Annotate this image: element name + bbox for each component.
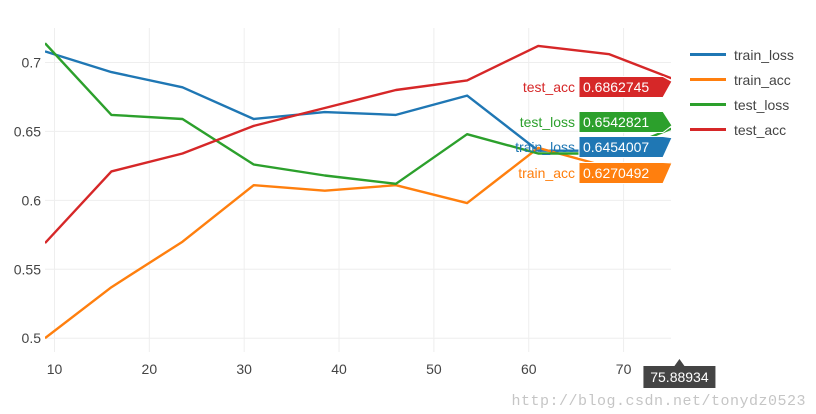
legend-label: train_acc: [734, 71, 791, 88]
series-line-train-loss: [45, 50, 671, 152]
series-line-train-acc: [45, 146, 671, 340]
legend-item-test-loss[interactable]: test_loss: [690, 92, 794, 117]
hover-name-test-acc: test_acc: [523, 79, 575, 95]
legend-item-test-acc[interactable]: test_acc: [690, 117, 794, 142]
series-line-test-loss: [45, 42, 671, 186]
hover-name-train-loss: train_loss: [515, 139, 575, 155]
legend-swatch: [690, 103, 726, 106]
x-tick-label: 10: [47, 361, 63, 377]
hover-value-test-acc: 0.6862745: [583, 79, 649, 95]
series-line-test-acc: [45, 44, 671, 244]
x-tick-label: 70: [616, 361, 632, 377]
hover-box-test-acc: [578, 76, 673, 98]
hover-value-train-loss: 0.6454007: [583, 139, 649, 155]
y-tick-label: 0.5: [22, 330, 42, 346]
hover-box-train-acc: [578, 162, 673, 184]
y-tick-label: 0.65: [14, 123, 41, 139]
x-tick-label: 40: [331, 361, 347, 377]
x-tick-label: 60: [521, 361, 537, 377]
y-tick-label: 0.6: [22, 192, 42, 208]
x-hover-box: [643, 359, 716, 388]
x-tick-label: 20: [142, 361, 158, 377]
legend: train_loss train_acc test_loss test_acc: [690, 42, 794, 142]
y-tick-label: 0.7: [22, 54, 42, 70]
hover-name-train-acc: train_acc: [518, 165, 575, 181]
hover-box-train-loss: [578, 136, 673, 158]
hover-name-test-loss: test_loss: [520, 114, 575, 130]
legend-item-train-loss[interactable]: train_loss: [690, 42, 794, 67]
legend-label: test_acc: [734, 121, 787, 138]
hover-box-test-loss: [578, 111, 673, 133]
legend-swatch: [690, 78, 726, 81]
legend-swatch: [690, 128, 726, 131]
watermark: http://blog.csdn.net/tonydz0523: [511, 393, 806, 410]
legend-label: test_loss: [734, 96, 790, 113]
hover-value-test-loss: 0.6542821: [583, 114, 649, 130]
hover-value-train-acc: 0.6270492: [583, 165, 649, 181]
legend-label: train_loss: [734, 46, 794, 63]
legend-item-train-acc[interactable]: train_acc: [690, 67, 794, 92]
x-tick-label: 30: [236, 361, 252, 377]
x-hover-value: 75.88934: [650, 369, 709, 385]
x-tick-label: 50: [426, 361, 442, 377]
y-tick-label: 0.55: [14, 261, 41, 277]
legend-swatch: [690, 53, 726, 56]
